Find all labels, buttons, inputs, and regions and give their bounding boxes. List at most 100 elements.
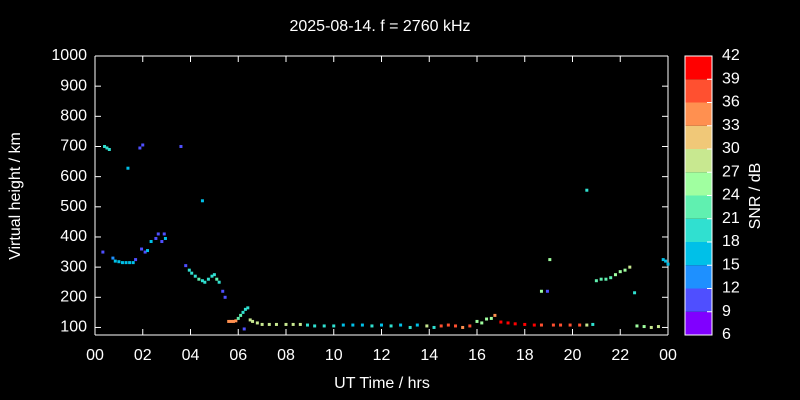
point [274, 322, 278, 326]
point [399, 323, 403, 327]
y-tick-label: 900 [60, 77, 87, 94]
point [513, 322, 517, 326]
colorbar-bin [685, 172, 712, 196]
point [140, 247, 144, 251]
point [341, 323, 345, 327]
point [532, 323, 536, 327]
point [197, 277, 201, 281]
y-tick-label: 800 [60, 108, 87, 125]
point [120, 261, 124, 265]
point [206, 277, 210, 281]
point [241, 310, 245, 314]
point [111, 256, 115, 260]
colorbar-tick-label: 15 [722, 256, 740, 273]
point [162, 232, 166, 236]
point [539, 289, 543, 293]
x-tick-label: 10 [325, 347, 343, 364]
point [313, 324, 317, 328]
y-tick-label: 200 [60, 289, 87, 306]
point [234, 319, 238, 323]
point [493, 313, 497, 317]
point [221, 289, 225, 293]
colorbar-tick-label: 39 [722, 70, 740, 87]
point [187, 268, 191, 272]
y-tick-label: 400 [60, 228, 87, 245]
point [124, 261, 128, 265]
point [260, 322, 264, 326]
point [149, 239, 153, 243]
point [415, 323, 419, 327]
x-tick-label: 04 [182, 347, 200, 364]
point [539, 323, 543, 327]
point [559, 323, 563, 327]
colorbar-tick-label: 42 [722, 47, 740, 64]
point [591, 322, 595, 326]
point [156, 232, 160, 236]
point [628, 265, 632, 269]
colorbar-tick-label: 12 [722, 280, 740, 297]
point [585, 188, 589, 192]
point [599, 277, 603, 281]
colorbar-tick-label: 30 [722, 140, 740, 157]
x-axis-label: UT Time / hrs [334, 375, 430, 392]
point [134, 258, 138, 262]
point [113, 259, 117, 263]
point [523, 322, 527, 326]
point [439, 324, 443, 328]
point [179, 144, 183, 148]
point [160, 239, 164, 243]
point [623, 268, 627, 272]
point [322, 324, 326, 328]
y-tick-label: 100 [60, 319, 87, 336]
point [146, 249, 150, 253]
point [568, 323, 572, 327]
colorbar-bin [685, 56, 712, 80]
point [389, 324, 393, 328]
point [200, 199, 204, 203]
point [360, 323, 364, 327]
point [190, 271, 194, 275]
point [217, 280, 221, 284]
point [143, 250, 147, 254]
point [212, 273, 216, 277]
point [154, 236, 158, 240]
point [642, 325, 646, 329]
point [305, 323, 309, 327]
point [251, 319, 255, 323]
point [246, 306, 250, 310]
colorbar-bin [685, 311, 712, 335]
point [298, 322, 302, 326]
point [131, 261, 135, 265]
x-tick-label: 12 [373, 347, 391, 364]
colorbar-tick-label: 6 [722, 326, 731, 343]
point [649, 325, 653, 329]
point [267, 322, 271, 326]
colorbar-tick-label: 21 [722, 210, 740, 227]
point [126, 166, 130, 170]
point [664, 259, 668, 263]
point [210, 274, 214, 278]
colorbar-tick-label: 27 [722, 163, 740, 180]
point [163, 236, 167, 240]
point [656, 325, 660, 329]
point [141, 143, 145, 147]
point [380, 323, 383, 327]
colorbar-tick-label: 9 [722, 303, 731, 320]
point [200, 279, 204, 283]
point [633, 291, 637, 295]
point [578, 323, 582, 327]
x-tick-label: 00 [659, 347, 677, 364]
point [499, 320, 503, 324]
point [184, 264, 188, 268]
point [432, 325, 436, 329]
y-axis-label: Virtual height / km [7, 132, 24, 260]
y-tick-label: 1000 [51, 47, 87, 64]
point [585, 323, 589, 327]
point [351, 323, 355, 327]
colorbar-tick-label: 36 [722, 94, 740, 111]
point [107, 148, 111, 152]
x-tick-label: 14 [420, 347, 438, 364]
point [480, 321, 484, 325]
y-tick-label: 700 [60, 138, 87, 155]
